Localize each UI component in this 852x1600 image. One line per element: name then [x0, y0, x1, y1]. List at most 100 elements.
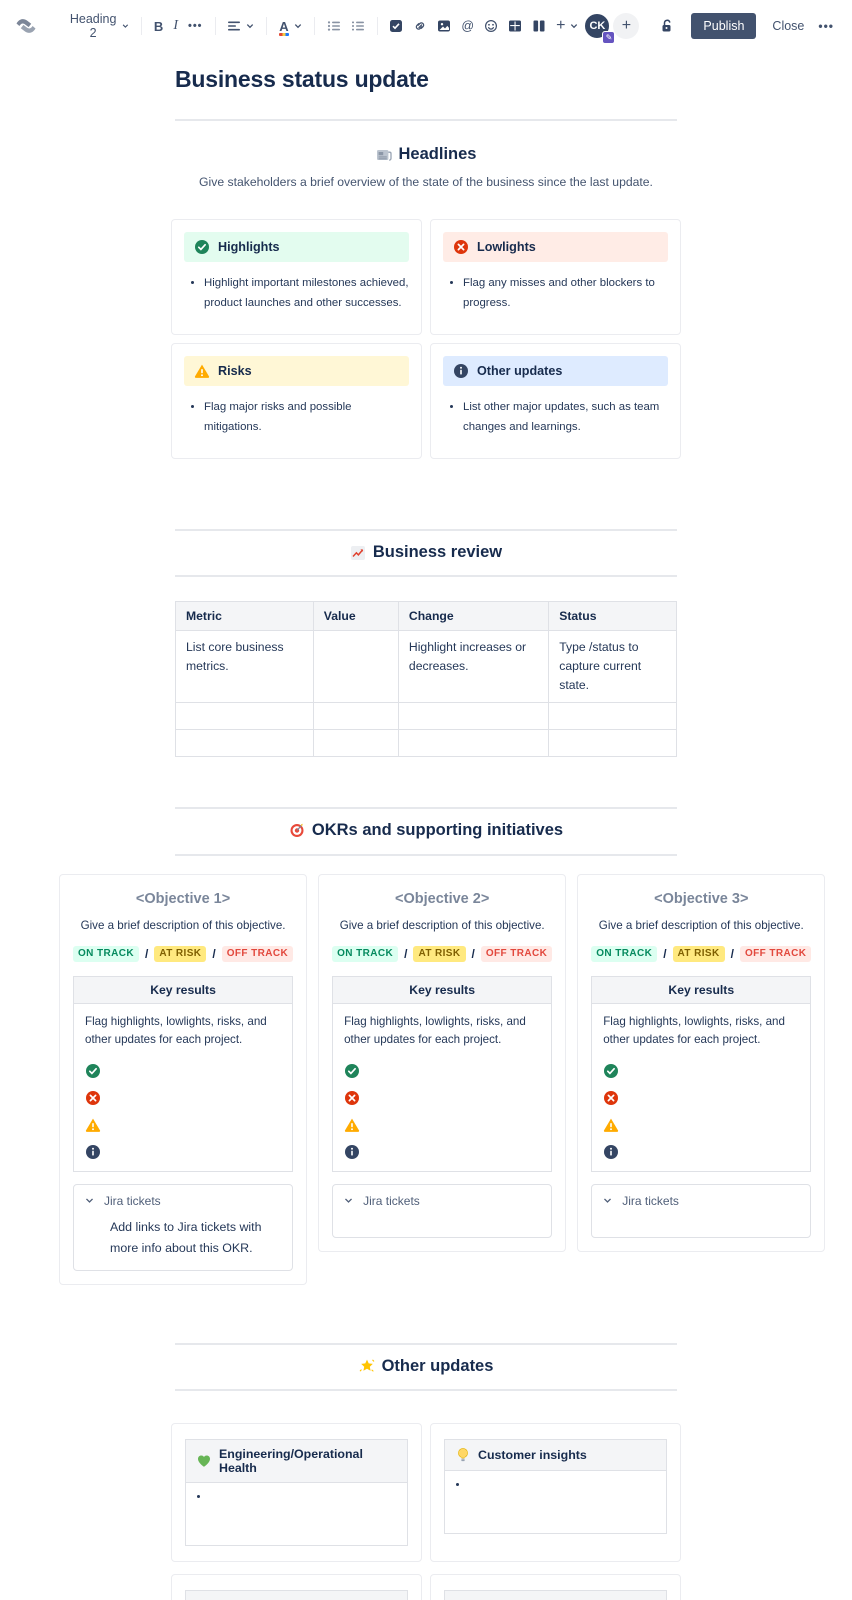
mention-button[interactable]: @	[456, 15, 479, 37]
marketing-highlights-card[interactable]: Marketing Highlights	[171, 1573, 422, 1600]
toolbar-separator	[214, 17, 216, 35]
cross-circle-icon	[454, 240, 468, 254]
toolbar-overflow-button[interactable]: •••	[818, 19, 834, 33]
key-results-body[interactable]: Flag highlights, lowlights, risks, and o…	[592, 1004, 810, 1171]
customer-insights-card[interactable]: Customer insights	[430, 1422, 681, 1562]
cross-circle-icon	[86, 1090, 100, 1105]
green-heart-icon	[198, 1455, 210, 1467]
editor-toolbar: Heading 2 B I ••• A	[0, 0, 852, 52]
page-title[interactable]: Business status update	[175, 66, 429, 92]
lowlights-card[interactable]: Lowlights Flag any misses and other bloc…	[430, 219, 681, 335]
warning-triangle-icon	[344, 1118, 360, 1132]
chevron-down-icon	[294, 24, 301, 29]
column-header-value[interactable]: Value	[312, 601, 399, 631]
table-cell[interactable]: List core business metrics.	[175, 630, 314, 703]
okrs-heading: OKRs and supporting initiatives	[175, 821, 677, 840]
highlights-card[interactable]: Highlights Highlight important milestone…	[171, 219, 422, 335]
lowlights-title: Lowlights	[477, 240, 536, 254]
text-color-icon: A	[279, 18, 290, 36]
column-header-status[interactable]: Status	[548, 601, 677, 631]
objective-1-card[interactable]: <Objective 1> Give a brief description o…	[59, 873, 308, 1285]
key-results-header[interactable]: Key results	[333, 976, 552, 1004]
avatar[interactable]: CK ✎	[583, 12, 616, 44]
table-row: List core business metrics. Highlight in…	[175, 630, 677, 703]
section-divider	[175, 529, 677, 531]
objective-2-card[interactable]: <Objective 2> Give a brief description o…	[318, 873, 567, 1252]
jira-tickets-toggle[interactable]: Jira tickets	[85, 1194, 281, 1208]
customer-insights-body[interactable]	[445, 1471, 666, 1533]
warning-triangle-icon	[194, 364, 210, 378]
engineering-health-card[interactable]: Engineering/Operational Health	[171, 1422, 422, 1562]
close-button[interactable]: Close	[772, 19, 805, 33]
key-results-header[interactable]: Key results	[74, 976, 293, 1004]
italic-button[interactable]: I	[168, 14, 183, 38]
info-circle-icon	[604, 1144, 619, 1159]
emoji-icon	[485, 19, 498, 33]
table-cell[interactable]	[312, 630, 399, 703]
table-cell[interactable]	[175, 701, 314, 730]
section-divider	[175, 1388, 677, 1391]
other-updates-card[interactable]: Other updates List other major updates, …	[430, 343, 681, 459]
engineering-health-header: Engineering/Operational Health	[186, 1439, 407, 1483]
jira-tickets-body[interactable]: Add links to Jira tickets with more info…	[110, 1219, 262, 1255]
alignment-dropdown[interactable]	[222, 15, 259, 37]
table-cell[interactable]	[397, 728, 550, 757]
risks-card[interactable]: Risks Flag major risks and possible miti…	[171, 343, 422, 459]
plus-icon: +	[556, 17, 566, 34]
link-button[interactable]	[408, 15, 432, 37]
glowing-star-icon	[359, 1360, 374, 1373]
key-results-body[interactable]: Flag highlights, lowlights, risks, and o…	[74, 1004, 292, 1171]
text-style-dropdown[interactable]: Heading 2	[64, 8, 134, 44]
info-circle-icon	[454, 364, 468, 378]
text-color-dropdown[interactable]: A	[274, 16, 306, 37]
table-cell[interactable]	[548, 728, 677, 757]
objective-3-card[interactable]: <Objective 3> Give a brief description o…	[577, 873, 826, 1252]
insert-more-dropdown[interactable]: +	[551, 14, 583, 38]
numbered-list-button[interactable]	[346, 15, 370, 37]
chevron-down-icon	[247, 24, 254, 29]
table-cell[interactable]	[312, 701, 399, 730]
table-cell[interactable]: Type /status to capture current state.	[548, 630, 677, 703]
column-header-change[interactable]: Change	[397, 601, 550, 631]
status-lozenges: ON TRACK / AT RISK / OFF TRACK	[591, 945, 812, 962]
table-cell[interactable]	[397, 701, 550, 730]
toolbar-separator	[141, 17, 142, 35]
key-results-icons	[85, 1063, 281, 1160]
unlock-button[interactable]	[659, 18, 675, 34]
other-updates-heading-label: Other updates	[381, 1356, 494, 1375]
engineering-health-body[interactable]	[186, 1483, 407, 1545]
chevron-down-icon	[85, 1198, 94, 1204]
table-cell[interactable]	[548, 701, 677, 730]
publish-button[interactable]: Publish	[691, 13, 757, 39]
key-results-icons	[344, 1063, 540, 1160]
marketing-highlights-title: Marketing Highlights	[219, 1599, 342, 1600]
unlock-icon	[662, 19, 671, 32]
invite-button[interactable]: +	[613, 13, 640, 39]
check-circle-icon	[195, 240, 209, 254]
table-cell[interactable]	[312, 728, 399, 757]
key-results-header[interactable]: Key results	[592, 976, 811, 1004]
objective-1-description: Give a brief description of this objecti…	[80, 918, 286, 932]
more-formatting-button[interactable]: •••	[183, 16, 208, 36]
layouts-button[interactable]	[527, 15, 551, 37]
table-cell[interactable]: Highlight increases or decreases.	[397, 630, 550, 703]
table-header-row: Metric Value Change Status	[175, 601, 677, 631]
bullet-list-button[interactable]	[322, 15, 346, 37]
status-on-track: ON TRACK	[73, 945, 139, 962]
key-results-icons	[603, 1063, 799, 1160]
insert-table-button[interactable]	[503, 15, 527, 37]
key-results-body[interactable]: Flag highlights, lowlights, risks, and o…	[333, 1004, 551, 1171]
warning-triangle-icon	[604, 1118, 619, 1132]
lowlights-banner: Lowlights	[443, 232, 668, 262]
other-updates-cards: Engineering/Operational Health Customer …	[171, 1422, 681, 1600]
jira-tickets-toggle[interactable]: Jira tickets	[603, 1194, 799, 1208]
table-cell[interactable]	[175, 728, 314, 757]
jira-tickets-toggle[interactable]: Jira tickets	[344, 1194, 540, 1208]
competitor-insights-card[interactable]: Competitor insights	[430, 1573, 681, 1600]
bold-button[interactable]: B	[149, 15, 168, 38]
column-header-metric[interactable]: Metric	[175, 601, 314, 631]
insert-image-button[interactable]	[432, 15, 456, 37]
task-list-button[interactable]	[384, 15, 408, 37]
emoji-button[interactable]	[479, 15, 503, 37]
toolbar-separator	[266, 17, 268, 35]
